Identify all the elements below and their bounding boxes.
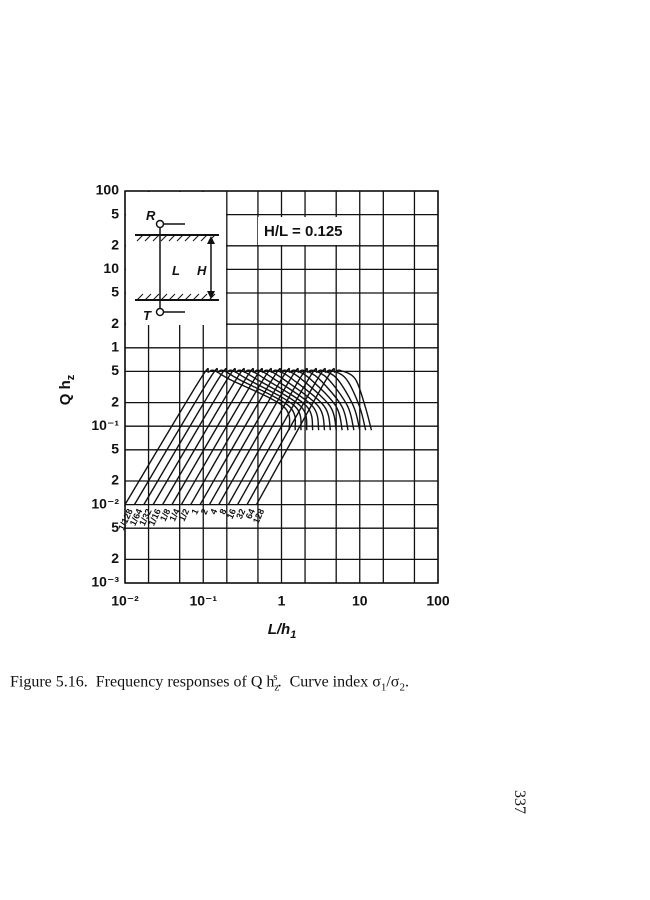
curve-label: 1/4 (167, 507, 181, 523)
y-tick-label: 2 (111, 393, 119, 409)
y-tick-label: 2 (111, 472, 119, 488)
response-curve (152, 368, 308, 505)
y-tick-label: 10⁻² (91, 495, 119, 511)
caption: Figure 5.16. Frequency responses of Q hz… (10, 666, 510, 699)
response-curve (180, 368, 326, 505)
caption-label: Figure 5.16. (10, 673, 88, 691)
transmitter (155, 307, 165, 317)
inset-diagram: R T L H (126, 192, 226, 325)
caption-text: . Curve index σ (277, 673, 381, 691)
curve-label: 1 (189, 507, 200, 516)
x-tick-label: 10⁻² (111, 593, 139, 609)
y-tick-label: 10 (103, 260, 119, 276)
y-tick-label: 5 (111, 441, 119, 457)
response-curve (237, 368, 361, 505)
curve-label: 8 (217, 507, 228, 516)
y-label-main: Q h (57, 380, 74, 405)
x-tick-label: 10 (352, 593, 368, 609)
response-curve (218, 368, 349, 505)
caption-sub: 2 (399, 681, 405, 694)
curve-label: 16 (225, 507, 238, 520)
curve-label: 2 (199, 507, 210, 516)
x-tick-label: 1 (278, 593, 286, 609)
response-curve (143, 368, 302, 505)
curve-label: 1/2 (177, 507, 191, 523)
response-curve (190, 368, 332, 505)
inset-label: R (146, 208, 156, 223)
curve-label: 32 (234, 507, 247, 520)
caption-text: Frequency responses of Q h (95, 673, 275, 691)
response-curve (199, 368, 337, 505)
y-tick-label: 10⁻¹ (91, 417, 119, 433)
y-tick-label: 5 (111, 362, 119, 378)
curves (124, 368, 373, 505)
x-axis-label: L/h1 (268, 621, 297, 641)
annotation-box (258, 217, 359, 245)
caption-sup: s (273, 671, 278, 683)
response-curve (255, 368, 373, 505)
y-tick-label: 2 (111, 237, 119, 253)
response-curve (227, 368, 355, 505)
inset-label: L (172, 263, 180, 278)
response-curve (171, 368, 320, 505)
hatching (136, 234, 216, 242)
y-tick-label: 10⁻³ (91, 574, 119, 590)
curve-label: 64 (244, 507, 257, 520)
x-label-sub: 1 (290, 629, 296, 641)
y-label-sub: z (65, 374, 77, 380)
caption-text: /σ (386, 673, 400, 691)
response-curve (246, 368, 367, 505)
response-curve (133, 368, 297, 505)
y-tick-label: 2 (111, 550, 119, 566)
inset-label: T (143, 308, 152, 323)
y-tick-label: 1 (111, 339, 119, 355)
x-tick-label: 10⁻¹ (189, 593, 217, 609)
page-number: 337 (511, 790, 528, 814)
response-curve (161, 368, 314, 505)
y-axis-label: Q hz (57, 374, 77, 405)
inset-background (126, 192, 226, 325)
y-tick-label: 100 (96, 182, 120, 198)
caption-text: . (404, 673, 409, 691)
response-curve (208, 368, 343, 505)
x-label-main: L/h (268, 621, 291, 638)
y-tick-label: 5 (111, 519, 119, 535)
chart: R T L H H/L = 0.125 1/1281/641/321/161/8… (57, 182, 450, 641)
curve-label: 1/8 (158, 507, 172, 523)
y-tick-label: 2 (111, 315, 119, 331)
y-tick-label: 5 (111, 205, 119, 221)
plot-frame (124, 190, 439, 584)
annotation: H/L = 0.125 (264, 223, 343, 240)
receiver (155, 219, 165, 229)
y-tick-label: 5 (111, 284, 119, 300)
x-tick-label: 100 (426, 593, 450, 609)
inset-label: H (197, 263, 207, 278)
hatching (136, 293, 216, 301)
curve-label: 4 (208, 507, 219, 516)
caption-sub: 1 (380, 681, 387, 694)
caption-sub: z (274, 681, 280, 694)
